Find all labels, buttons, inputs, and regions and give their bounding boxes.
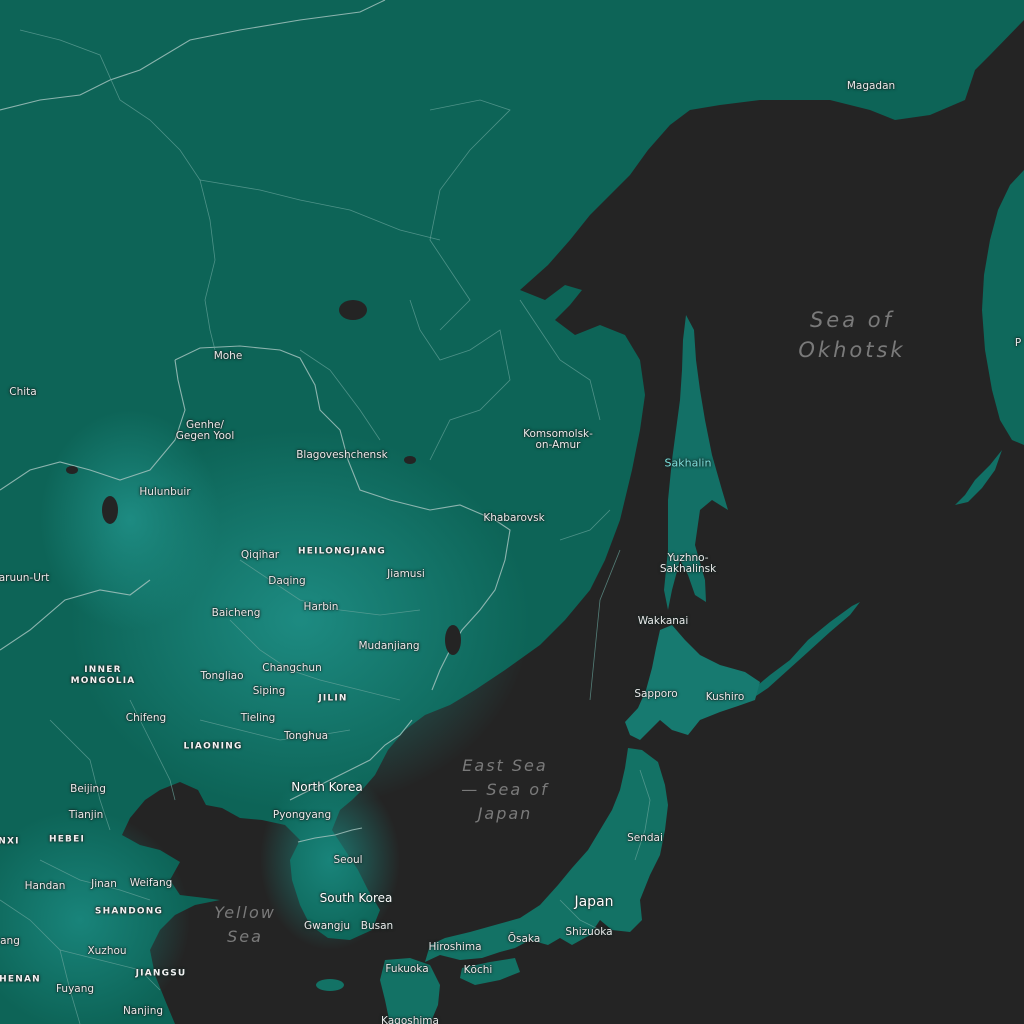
yellow-sea-label: Yellow Sea	[214, 903, 276, 946]
city-xuzhou[interactable]: Xuzhou	[87, 945, 127, 957]
country-japan[interactable]: Japan	[574, 894, 614, 910]
province-shandong[interactable]: SHANDONG	[94, 906, 164, 917]
province-henan[interactable]: HENAN	[0, 974, 41, 985]
city-kagoshima[interactable]: Kagoshima	[381, 1015, 439, 1024]
province-borders	[0, 29, 651, 1024]
city-mudanjiang[interactable]: Mudanjiang	[358, 640, 420, 652]
country-north-korea[interactable]: North Korea	[291, 780, 363, 794]
city-mohe[interactable]: Mohe	[213, 350, 243, 362]
city-handan[interactable]: Handan	[24, 880, 66, 892]
province-jiangsu[interactable]: JIANGSU	[135, 968, 187, 979]
province-shanxi[interactable]: NXI	[0, 836, 20, 847]
city-tongliao[interactable]: Tongliao	[200, 670, 244, 682]
city-tonghua[interactable]: Tonghua	[283, 730, 329, 742]
honshu-island	[425, 748, 668, 962]
city-chita[interactable]: Chita	[9, 386, 37, 398]
province-heilongjiang[interactable]: HEILONGJIANG	[298, 546, 386, 557]
city-khabarovsk[interactable]: Khabarovsk	[483, 512, 545, 524]
city-komsomolsk[interactable]: Komsomolsk- on-Amur	[523, 428, 593, 451]
city-osaka[interactable]: Ōsaka	[507, 933, 541, 945]
city-taiyuan-partial[interactable]: ang	[0, 935, 20, 947]
kyushu-island	[380, 958, 440, 1024]
country-south-korea[interactable]: South Korea	[319, 891, 393, 905]
lakes	[66, 300, 461, 655]
city-kochi[interactable]: Kōchi	[463, 964, 493, 976]
province-hebei[interactable]: HEBEI	[48, 834, 86, 845]
island-sakhalin[interactable]: Sakhalin	[664, 456, 712, 470]
city-fuyang[interactable]: Fuyang	[55, 983, 95, 995]
city-baicheng[interactable]: Baicheng	[211, 607, 261, 619]
city-daqing[interactable]: Daqing	[268, 575, 306, 587]
province-inner-mongolia[interactable]: INNER MONGOLIA	[70, 665, 136, 686]
city-yuzhno-sakhalinsk[interactable]: Yuzhno- Sakhalinsk	[659, 552, 717, 575]
city-jiamusi[interactable]: Jiamusi	[387, 568, 425, 580]
city-beijing[interactable]: Beijing	[70, 783, 106, 795]
hokkaido-island	[625, 625, 760, 740]
sea-of-okhotsk-label: Sea of Okhotsk	[798, 308, 906, 362]
city-magadan[interactable]: Magadan	[846, 80, 896, 92]
city-weifang[interactable]: Weifang	[129, 877, 173, 889]
city-pyongyang[interactable]: Pyongyang	[272, 809, 332, 821]
city-seoul[interactable]: Seoul	[333, 854, 363, 866]
city-siping[interactable]: Siping	[252, 685, 286, 697]
city-genhe[interactable]: Genhe/ Gegen Yool	[175, 419, 235, 442]
east-sea-label: East Sea — Sea of Japan	[461, 756, 549, 823]
kuril-islands	[752, 602, 860, 696]
city-baruun-urt[interactable]: aruun-Urt	[0, 572, 50, 584]
city-fukuoka[interactable]: Fukuoka	[385, 963, 429, 975]
country-borders	[0, 0, 511, 843]
city-shizuoka[interactable]: Shizuoka	[565, 926, 613, 938]
city-qiqihar[interactable]: Qiqihar	[240, 549, 280, 561]
city-blagoveshchensk[interactable]: Blagoveshchensk	[296, 449, 388, 461]
city-hulunbuir[interactable]: Hulunbuir	[139, 486, 191, 498]
kamchatka	[982, 170, 1024, 445]
city-tieling[interactable]: Tieling	[240, 712, 276, 724]
city-sendai[interactable]: Sendai	[627, 832, 663, 844]
city-changchun[interactable]: Changchun	[262, 662, 322, 674]
shikoku-island	[460, 958, 520, 985]
city-kamchatka-partial[interactable]: P	[1014, 337, 1022, 349]
city-sapporo[interactable]: Sapporo	[634, 688, 678, 700]
city-nanjing[interactable]: Nanjing	[122, 1005, 164, 1017]
city-wakkanai[interactable]: Wakkanai	[637, 615, 689, 627]
city-hiroshima[interactable]: Hiroshima	[428, 941, 482, 953]
city-gwangju[interactable]: Gwangju	[303, 920, 351, 932]
province-jilin[interactable]: JILIN	[318, 693, 348, 704]
province-liaoning[interactable]: LIAONING	[183, 741, 243, 752]
city-tianjin[interactable]: Tianjin	[68, 809, 104, 821]
city-kushiro[interactable]: Kushiro	[705, 691, 745, 703]
city-jinan[interactable]: Jinan	[91, 878, 117, 890]
sakhalin-island	[664, 315, 728, 610]
city-busan[interactable]: Busan	[360, 920, 394, 932]
city-harbin[interactable]: Harbin	[303, 601, 339, 613]
city-chifeng[interactable]: Chifeng	[125, 712, 167, 724]
